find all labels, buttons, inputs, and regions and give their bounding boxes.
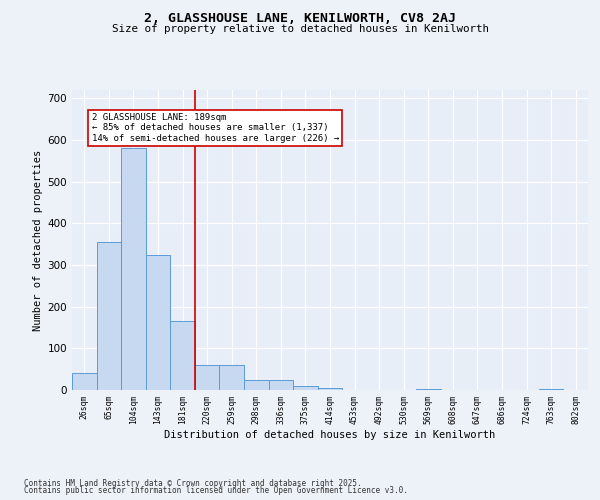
Bar	[416, 389, 440, 390]
Bar	[72, 374, 97, 390]
Text: 2 GLASSHOUSE LANE: 189sqm
← 85% of detached houses are smaller (1,337)
14% of se: 2 GLASSHOUSE LANE: 189sqm ← 85% of detac…	[92, 113, 339, 142]
Bar	[269, 380, 293, 390]
Bar	[97, 242, 121, 390]
Bar	[146, 254, 170, 390]
Bar	[220, 365, 244, 390]
Text: Size of property relative to detached houses in Kenilworth: Size of property relative to detached ho…	[112, 24, 488, 34]
Bar	[244, 380, 269, 390]
Text: Contains public sector information licensed under the Open Government Licence v3: Contains public sector information licen…	[24, 486, 408, 495]
Bar	[293, 386, 318, 390]
Bar	[170, 322, 195, 390]
Bar	[539, 389, 563, 390]
Bar	[121, 148, 146, 390]
X-axis label: Distribution of detached houses by size in Kenilworth: Distribution of detached houses by size …	[164, 430, 496, 440]
Text: Contains HM Land Registry data © Crown copyright and database right 2025.: Contains HM Land Registry data © Crown c…	[24, 478, 362, 488]
Y-axis label: Number of detached properties: Number of detached properties	[34, 150, 43, 330]
Bar	[318, 388, 342, 390]
Text: 2, GLASSHOUSE LANE, KENILWORTH, CV8 2AJ: 2, GLASSHOUSE LANE, KENILWORTH, CV8 2AJ	[144, 12, 456, 26]
Bar	[195, 365, 220, 390]
